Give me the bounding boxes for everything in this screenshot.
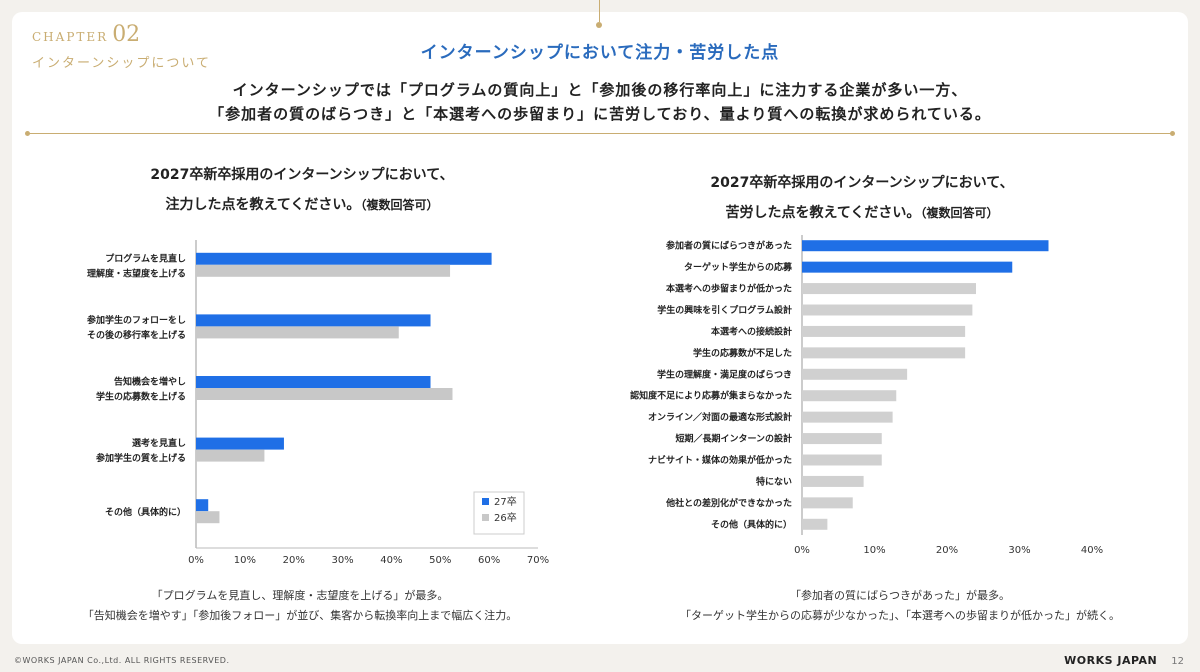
bar-26卒	[196, 264, 451, 277]
x-tick-label: 0%	[794, 545, 810, 556]
category-label: その他（具体的に）	[711, 518, 792, 530]
bar-27卒	[196, 314, 431, 327]
x-tick-label: 30%	[331, 555, 353, 566]
category-label: 参加者の質にばらつきがあった	[666, 240, 792, 252]
category-label: 短期／長期インターンの設計	[675, 433, 792, 445]
bar	[802, 283, 976, 295]
bar	[802, 433, 882, 445]
right-caption-line-1: 「参加者の質にばらつきがあった」が最多。	[790, 589, 1010, 602]
category-label: 学生の応募数が不足した	[693, 347, 792, 359]
category-label: 参加学生の質を上げる	[96, 452, 186, 464]
bar-26卒	[196, 511, 220, 524]
x-tick-label: 10%	[863, 545, 885, 556]
bar-26卒	[196, 326, 399, 339]
left-chart-title-note: （複数回答可）	[360, 198, 439, 212]
x-tick-label: 40%	[1081, 545, 1103, 556]
bar	[802, 304, 973, 316]
x-tick-label: 10%	[234, 555, 256, 566]
x-tick-label: 20%	[936, 545, 958, 556]
bar-27卒	[196, 376, 431, 388]
left-chart-title: 2027卒新卒採用のインターンシップにおいて、 注力した点を教えてください。（複…	[62, 160, 542, 220]
right-chart-title-line-1: 2027卒新卒採用のインターンシップにおいて、	[710, 175, 1014, 191]
category-label: 参加学生のフォローをし	[87, 314, 186, 326]
footer-brand: WORKS JAPAN 12	[1064, 654, 1184, 667]
category-label: その後の移行率を上げる	[87, 329, 186, 341]
bar	[802, 347, 966, 359]
lead-text: インターンシップでは「プログラムの質向上」と「参加後の移行率向上」に注力する企業…	[0, 78, 1200, 126]
x-tick-label: 20%	[283, 555, 305, 566]
left-caption: 「プログラムを見直し、理解度・志望度を上げる」が最多。 「告知機会を増やす」「参…	[20, 586, 580, 626]
category-label: 本選考への接続設計	[711, 325, 792, 337]
slide-title: インターンシップにおいて注力・苦労した点	[420, 43, 780, 63]
copyright: ©WORKS JAPAN Co.,Ltd. ALL RIGHTS RESERVE…	[14, 656, 230, 665]
left-bar-chart: 0% 10% 20% 30% 40% 50% 60% 70% プログラムを見直し理解度・志望度を…	[87, 240, 549, 566]
page-number: 12	[1171, 656, 1184, 667]
x-tick-label: 40%	[380, 555, 402, 566]
left-chart-title-line-2: 注力した点を教えてください。	[165, 197, 361, 213]
category-label: 本選考への歩留まりが低かった	[666, 283, 792, 295]
lead-line-1: インターンシップでは「プログラムの質向上」と「参加後の移行率向上」に注力する企業…	[232, 81, 968, 99]
right-caption-line-2: 「ターゲット学生からの応募が少なかった」、「本選考への歩留まりが低かった」が続く…	[680, 609, 1120, 622]
category-label: 学生の応募数を上げる	[96, 391, 186, 403]
right-bar-chart: 0% 10% 20% 30% 40% 参加者の質にばらつきがあったターゲット学生からの応募…	[630, 235, 1103, 556]
category-label: ナビサイト・媒体の効果が低かった	[648, 454, 792, 466]
category-label: 学生の理解度・満足度のばらつき	[657, 368, 792, 380]
category-label: その他（具体的に）	[105, 506, 186, 518]
bar	[802, 325, 966, 337]
bar	[802, 261, 1013, 273]
legend-label: 26卒	[494, 511, 517, 524]
right-chart-title: 2027卒新卒採用のインターンシップにおいて、 苦労した点を教えてください。（複…	[612, 168, 1112, 228]
category-label: 学生の興味を引くプログラム設計	[657, 304, 792, 316]
lead-line-2: 「参加者の質のばらつき」と「本選考への歩留まり」に苦労しており、量より質への転換…	[209, 105, 991, 123]
bar	[802, 475, 864, 487]
x-tick-label: 50%	[429, 555, 451, 566]
category-label: プログラムを見直し	[105, 252, 186, 264]
bar	[802, 240, 1049, 252]
chapter-word: CHAPTER	[32, 30, 109, 44]
bar	[802, 454, 882, 466]
x-tick-label: 30%	[1008, 545, 1030, 556]
bar	[802, 390, 897, 402]
chapter-number: 02	[112, 22, 141, 47]
bar	[802, 368, 908, 380]
left-caption-line-1: 「プログラムを見直し、理解度・志望度を上げる」が最多。	[151, 589, 449, 602]
x-tick-label: 0%	[188, 555, 204, 566]
left-chart-title-line-1: 2027卒新卒採用のインターンシップにおいて、	[150, 167, 454, 183]
category-label: 他社との差別化ができなかった	[665, 497, 792, 509]
legend-label: 27卒	[494, 495, 517, 508]
chapter-label: CHAPTER 02 インターンシップについて	[32, 22, 209, 71]
bar-26卒	[196, 388, 453, 400]
bar	[802, 497, 853, 509]
bar	[802, 518, 828, 530]
x-tick-label: 70%	[527, 555, 549, 566]
category-label: オンライン／対面の最適な形式設計	[648, 411, 792, 423]
category-label: 理解度・志望度を上げる	[87, 267, 186, 279]
chapter-subtitle: インターンシップについて	[32, 56, 211, 71]
header-divider	[25, 131, 1175, 136]
bar-27卒	[196, 499, 209, 512]
bar-26卒	[196, 449, 265, 462]
category-label: 告知機会を増やし	[114, 376, 186, 388]
top-ornament-line	[599, 0, 600, 22]
legend-swatch	[482, 498, 489, 505]
bar-27卒	[196, 437, 284, 450]
bar-27卒	[196, 252, 492, 265]
works-japan-logo: WORKS JAPAN	[1064, 654, 1158, 667]
top-ornament-dot	[596, 22, 602, 28]
left-caption-line-2: 「告知機会を増やす」「参加後フォロー」が並び、集客から転換率向上まで幅広く注力。	[82, 609, 518, 622]
x-tick-label: 60%	[478, 555, 500, 566]
right-chart-title-line-2: 苦労した点を教えてください。	[725, 205, 921, 221]
category-label: ターゲット学生からの応募	[684, 261, 793, 273]
right-chart-title-note: （複数回答可）	[920, 206, 999, 220]
bar	[802, 411, 893, 423]
category-label: 認知度不足により応募が集まらなかった	[630, 390, 792, 402]
right-caption: 「参加者の質にばらつきがあった」が最多。 「ターゲット学生からの応募が少なかった…	[620, 586, 1180, 626]
category-label: 特にない	[756, 475, 792, 487]
legend-swatch	[482, 514, 489, 521]
category-label: 選考を見直し	[132, 437, 186, 449]
